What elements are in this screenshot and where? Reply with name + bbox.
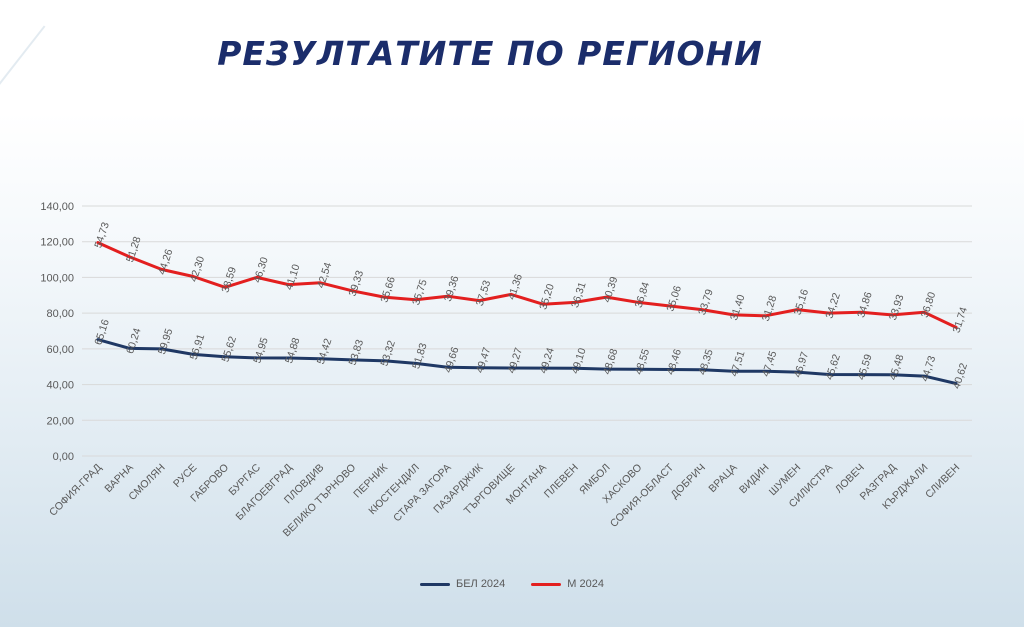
legend-item-bel: БЕЛ 2024 <box>419 578 506 590</box>
data-label: 31,28 <box>760 294 780 323</box>
series-line-m <box>96 241 958 329</box>
legend-item-m: М 2024 <box>531 578 604 590</box>
data-label: 49,24 <box>537 346 557 375</box>
data-label: 53,32 <box>378 339 398 368</box>
data-label: 35,66 <box>378 275 398 304</box>
series-line-bel <box>96 338 958 385</box>
data-label: 36,31 <box>569 281 589 310</box>
data-label: 47,51 <box>728 349 748 378</box>
legend-swatch-bel <box>419 582 450 586</box>
x-category-label: РУСЕ <box>171 462 199 490</box>
data-label: 35,75 <box>410 278 430 307</box>
slide-title: РЕЗУЛТАТИТЕ ПО РЕГИОНИ <box>217 34 763 73</box>
data-label: 53,83 <box>347 338 367 367</box>
data-label: 47,45 <box>760 349 780 378</box>
x-category-label: СОФИЯ-ГРАД <box>47 462 104 519</box>
legend-label-m: М 2024 <box>567 578 604 590</box>
data-label: 54,88 <box>283 336 303 365</box>
y-tick-label: 100,00 <box>40 272 74 284</box>
x-category-label: ВРАЦА <box>706 462 739 495</box>
data-label: 48,68 <box>601 347 621 376</box>
data-label: 54,95 <box>251 336 271 365</box>
data-label: 36,80 <box>919 290 939 319</box>
y-tick-label: 20,00 <box>46 415 74 427</box>
data-label: 49,66 <box>442 345 462 374</box>
chart-legend: БЕЛ 2024 М 2024 <box>0 578 1024 590</box>
x-category-label: СЛИВЕН <box>923 462 962 501</box>
x-category-label: ПЛЕВЕН <box>542 462 581 501</box>
y-tick-label: 40,00 <box>46 380 74 392</box>
data-label: 49,10 <box>569 346 589 375</box>
data-label: 34,86 <box>855 290 875 319</box>
data-label: 45,48 <box>887 353 907 382</box>
data-label: 31,40 <box>728 293 748 322</box>
data-label: 35,20 <box>537 282 557 311</box>
data-label: 60,24 <box>124 327 144 356</box>
data-label: 45,62 <box>823 353 843 382</box>
data-label: 37,53 <box>474 279 494 308</box>
data-label: 49,47 <box>474 346 494 375</box>
y-tick-label: 140,00 <box>40 201 74 213</box>
data-label: 38,59 <box>219 265 239 294</box>
data-label: 56,91 <box>188 332 208 361</box>
legend-swatch-m <box>531 582 562 586</box>
y-tick-label: 60,00 <box>46 344 74 356</box>
data-label: 51,28 <box>124 235 144 264</box>
legend-label-bel: БЕЛ 2024 <box>455 578 506 590</box>
data-label: 40,62 <box>951 362 971 391</box>
data-label: 46,97 <box>792 350 812 379</box>
data-label: 54,73 <box>92 221 112 250</box>
y-tick-label: 80,00 <box>46 308 74 320</box>
data-label: 48,35 <box>696 348 716 377</box>
data-label: 45,59 <box>855 353 875 382</box>
x-category-label: БЛАГОЕВГРАД <box>234 462 295 523</box>
x-category-label: ДОБРИЧ <box>669 462 708 501</box>
data-label: 31,74 <box>951 306 971 335</box>
x-category-label: СТАРА ЗАГОРА <box>391 462 454 525</box>
data-label: 34,22 <box>823 291 843 320</box>
data-label: 48,55 <box>633 347 653 376</box>
data-label: 48,46 <box>664 348 684 377</box>
data-label: 49,27 <box>506 346 526 375</box>
y-tick-label: 0,00 <box>53 451 74 463</box>
y-tick-label: 120,00 <box>40 237 74 249</box>
x-category-label: ВИДИН <box>737 462 772 497</box>
data-label: 54,42 <box>315 337 335 366</box>
data-label: 33,93 <box>887 293 907 322</box>
